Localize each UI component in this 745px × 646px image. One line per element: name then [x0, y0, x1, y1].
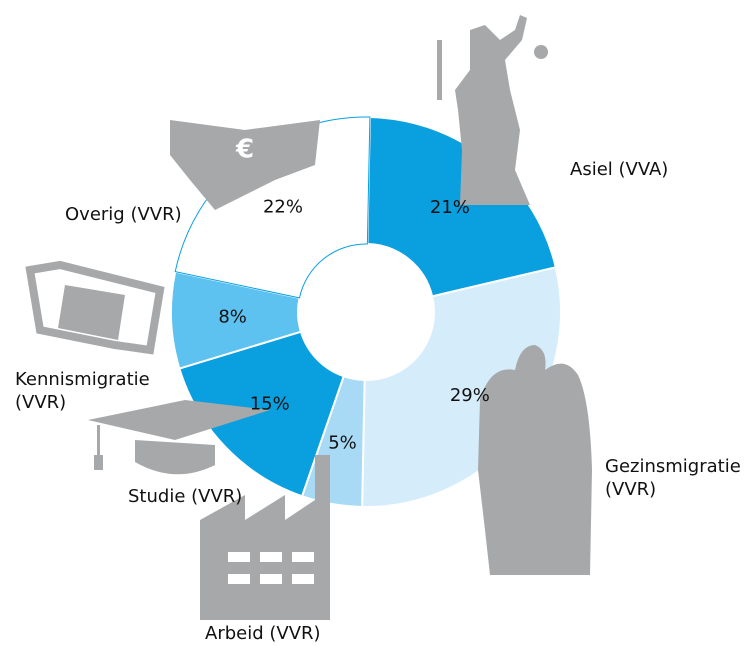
category-label: Studie (VVR): [128, 486, 243, 507]
icon-chip: [58, 285, 125, 340]
icon-sword: [437, 40, 442, 100]
value-label: 15%: [250, 393, 290, 414]
category-label: Gezinsmigratie (VVR): [605, 456, 741, 500]
donut-slice: [178, 330, 345, 498]
donut-slice: [366, 116, 558, 298]
donut-slice: [361, 266, 562, 508]
icon-money: [170, 120, 320, 210]
category-label: Kennismigratie (VVR): [15, 369, 150, 413]
svg-text:€: €: [235, 135, 254, 165]
icon-cap-base: [135, 440, 215, 475]
icon-scale: [534, 45, 548, 59]
value-label: 8%: [218, 307, 247, 328]
value-label: 21%: [430, 197, 470, 218]
icon-card: [25, 260, 165, 355]
icons: €: [25, 15, 592, 620]
value-label: 5%: [328, 432, 357, 453]
value-label: 22%: [263, 196, 303, 217]
category-label: Asiel (VVA): [570, 159, 669, 180]
category-label: Arbeid (VVR): [205, 623, 321, 644]
icon-family: [478, 345, 592, 575]
donut-slice: [174, 116, 371, 299]
category-label: Overig (VVR): [65, 204, 182, 225]
icon-cap: [88, 400, 270, 440]
value-label: 29%: [450, 385, 490, 406]
icon-statue: [455, 15, 530, 205]
